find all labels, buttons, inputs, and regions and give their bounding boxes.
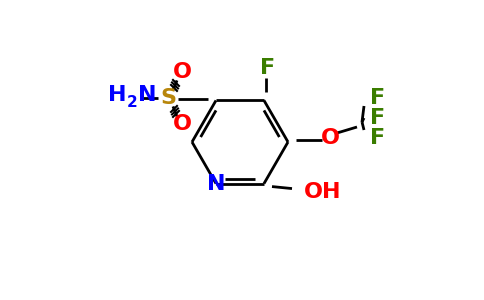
- Text: F: F: [260, 58, 275, 78]
- Text: O: O: [320, 128, 339, 148]
- Text: O: O: [172, 114, 192, 134]
- Text: O: O: [172, 62, 192, 82]
- Text: F: F: [370, 108, 385, 128]
- Text: H: H: [107, 85, 126, 105]
- Text: OH: OH: [304, 182, 342, 202]
- Text: N: N: [138, 85, 156, 105]
- Text: S: S: [160, 88, 176, 108]
- Text: F: F: [370, 88, 385, 108]
- Text: 2: 2: [127, 95, 137, 110]
- Text: F: F: [370, 128, 385, 148]
- Text: N: N: [207, 174, 225, 194]
